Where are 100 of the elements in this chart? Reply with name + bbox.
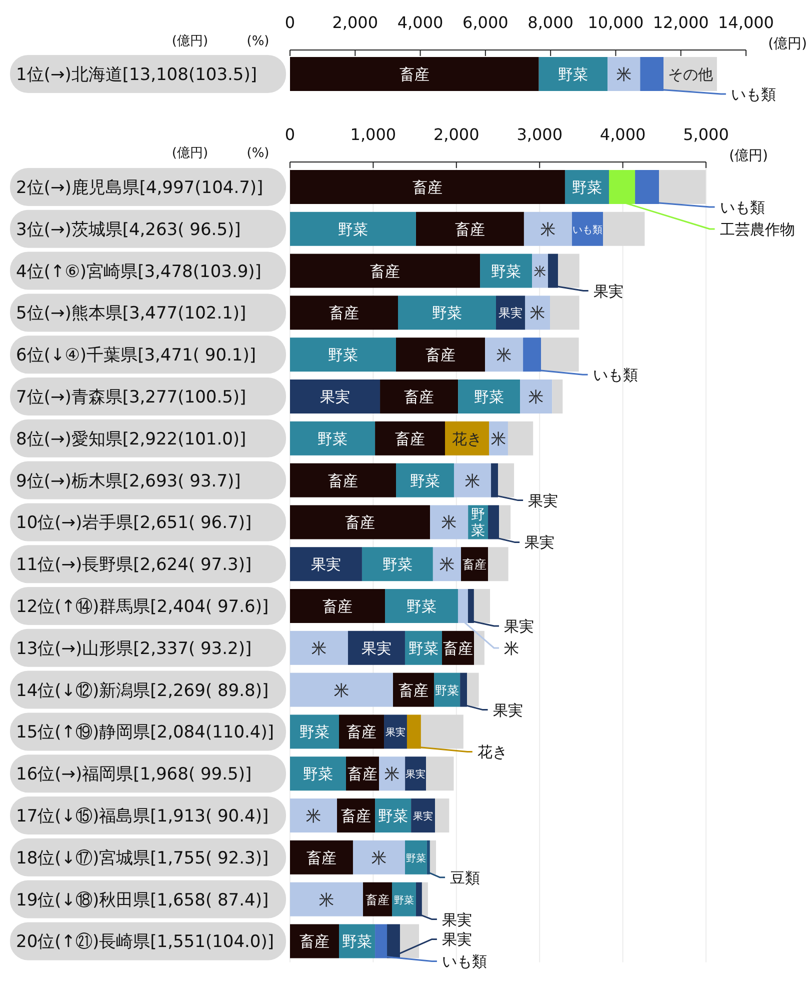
bar [658, 170, 706, 204]
legend-label: 花き [477, 743, 508, 762]
text: 米 [311, 639, 326, 658]
bar [290, 296, 398, 330]
y-tick-label: 3位(→)茨城県[4,263( 96.5)] [16, 220, 241, 240]
text: 果実 [524, 534, 555, 552]
text: 果実 [504, 618, 534, 636]
text: 畜産 [426, 346, 456, 364]
bar [508, 421, 534, 456]
text: (%) [246, 34, 270, 49]
text: いも類 [572, 224, 602, 236]
bar [435, 798, 450, 832]
text: 畜産 [395, 430, 426, 448]
y-tick-label: 11位(→)長野県[2,624( 97.3)] [16, 555, 252, 576]
bar [603, 212, 645, 246]
text: 米 [384, 765, 400, 784]
y-tick-label: 17位(↓⑮)福島県[1,913( 90.4)] [16, 806, 269, 826]
text: 畜産 [306, 848, 336, 867]
text: 畜産 [300, 932, 330, 951]
text: 野菜 [300, 723, 330, 742]
text: 果実 [593, 282, 624, 300]
text: 野菜 [342, 932, 372, 951]
bar [552, 380, 563, 414]
bar [290, 630, 348, 665]
text: 畜産 [412, 178, 442, 196]
bar [290, 589, 386, 623]
text: 米 [439, 556, 454, 574]
text: 工芸農作物 [720, 220, 795, 238]
text: 野菜 [572, 178, 602, 196]
x-tick-label: 5,000 [683, 125, 729, 144]
text: 野菜 [338, 220, 368, 238]
bar [290, 380, 380, 414]
text: 果実 [386, 728, 406, 739]
y-tick-label: 12位(↑⑭)群馬県[2,404( 97.6)] [16, 597, 269, 617]
y-tick-label: 13位(→)山形県[2,337( 93.2)] [16, 638, 252, 659]
x-tick-label: 0 [284, 125, 296, 144]
y-tick-label: 10位(→)岩手県[2,651( 96.7)] [16, 513, 252, 534]
bar [375, 421, 445, 456]
bar [550, 296, 580, 330]
bar [290, 798, 338, 832]
x-tick-label: 2,000 [332, 13, 378, 32]
bar [290, 463, 396, 498]
text: 野菜 [382, 556, 412, 574]
bar [396, 338, 486, 372]
bar [485, 338, 524, 372]
text: 米 [371, 848, 386, 867]
text: 畜産 [404, 388, 434, 406]
text: 米 [318, 890, 334, 909]
text: 野菜 [318, 430, 348, 448]
x-tick-label: 4,000 [397, 13, 444, 32]
bar [432, 547, 461, 582]
x-tick-label: 4,000 [600, 125, 646, 144]
text: 米 [334, 681, 349, 700]
bar [454, 463, 492, 498]
bar [396, 463, 454, 498]
y-tick-label: 19位(↓⑱)秋田県[1,658( 87.4)] [16, 890, 269, 910]
text: (%) [246, 146, 270, 161]
bar [572, 212, 603, 246]
text: 野菜 [328, 346, 358, 364]
bar [398, 296, 496, 330]
text: 果実 [442, 930, 472, 949]
bar [290, 212, 416, 246]
bar [541, 338, 579, 372]
bar [290, 672, 393, 707]
bar [430, 505, 468, 540]
bar [430, 840, 436, 874]
x-tick-label: 0 [284, 13, 296, 32]
legend-label: 果実 [528, 492, 558, 510]
x-axis-title: (億円) [729, 148, 768, 164]
y-tick-label: 1位(→)北海道[13,108(103.5)] [16, 65, 258, 85]
bar [379, 756, 406, 791]
text: 果実 [442, 910, 472, 929]
y-tick-label: 4位(↑⑥)宮崎県[3,478(103.9)] [16, 262, 262, 282]
bar [520, 380, 552, 414]
text: 野菜 [435, 683, 460, 698]
y-tick-label: 20位(↑㉑)長崎県[1,551(104.0)] [16, 932, 274, 952]
y-tick-label: 2位(→)鹿児島県[4,997(104.7)] [16, 178, 264, 198]
text: (億円) [172, 34, 208, 49]
text: 米 [504, 640, 520, 658]
text: 米 [496, 346, 512, 364]
bar [290, 547, 362, 582]
bar [290, 57, 539, 91]
series-label: 畜産 [399, 66, 430, 84]
text: 野菜 [302, 765, 333, 784]
series-label: 野菜 [558, 66, 588, 84]
text: 野菜 [408, 639, 438, 658]
y-tick-label: 15位(↑⑲)静岡県[2,084(110.4)] [16, 722, 274, 743]
y-tick-label: 9位(→)栃木県[2,693( 93.7)] [16, 471, 241, 492]
bar [400, 924, 420, 958]
x-tick-label: 2,000 [433, 125, 480, 144]
y-tick-label: 8位(→)愛知県[2,922(101.0)] [16, 429, 246, 450]
x-tick-label: 1,000 [350, 125, 396, 144]
y-tick-label: 7位(→)青森県[3,277(100.5)] [16, 388, 246, 408]
text: 畜産 [341, 807, 372, 825]
text: 果実 [320, 388, 350, 406]
bar [362, 547, 433, 582]
bar [290, 882, 363, 916]
text: 畜産 [322, 598, 353, 616]
text: 果実 [492, 701, 523, 720]
text: 畜産 [454, 220, 485, 238]
